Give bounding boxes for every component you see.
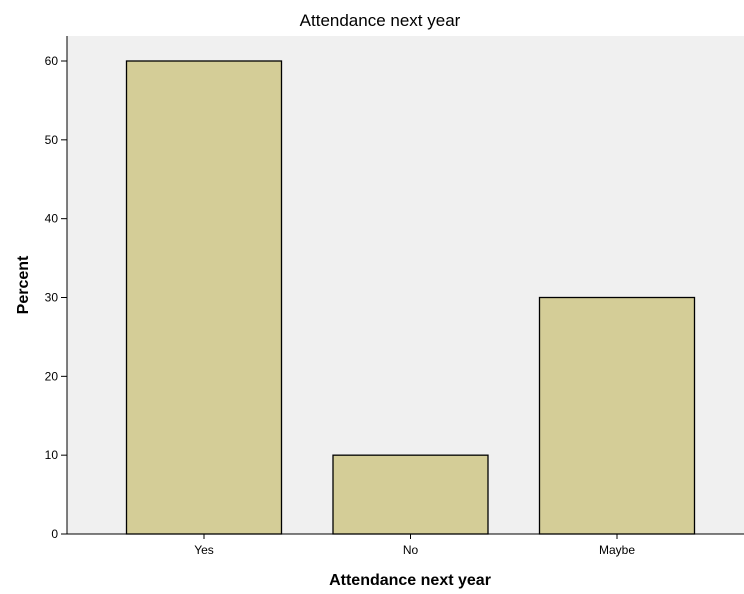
bar-yes [125,60,283,535]
x-tick-label-maybe: Maybe [599,543,635,557]
y-tick-label: 10 [45,448,59,462]
x-tick-label-yes: Yes [194,543,214,557]
bar-maybe [538,296,696,535]
y-tick-label: 60 [45,54,59,68]
y-tick-label: 50 [45,133,59,147]
x-axis-title: Attendance next year [329,572,491,589]
chart-title: Attendance next year [300,11,461,30]
y-axis-title: Percent [15,255,32,314]
y-tick-label: 40 [45,212,59,226]
x-axis-ticks: Yes No Maybe [194,534,635,557]
bar-no [332,454,489,535]
bars-group [125,60,696,535]
x-tick-label-no: No [403,543,419,557]
y-axis-ticks: 0 10 20 30 40 50 60 [45,54,67,541]
y-tick-label: 30 [45,291,59,305]
y-tick-label: 20 [45,369,59,383]
y-tick-label: 0 [51,527,58,541]
